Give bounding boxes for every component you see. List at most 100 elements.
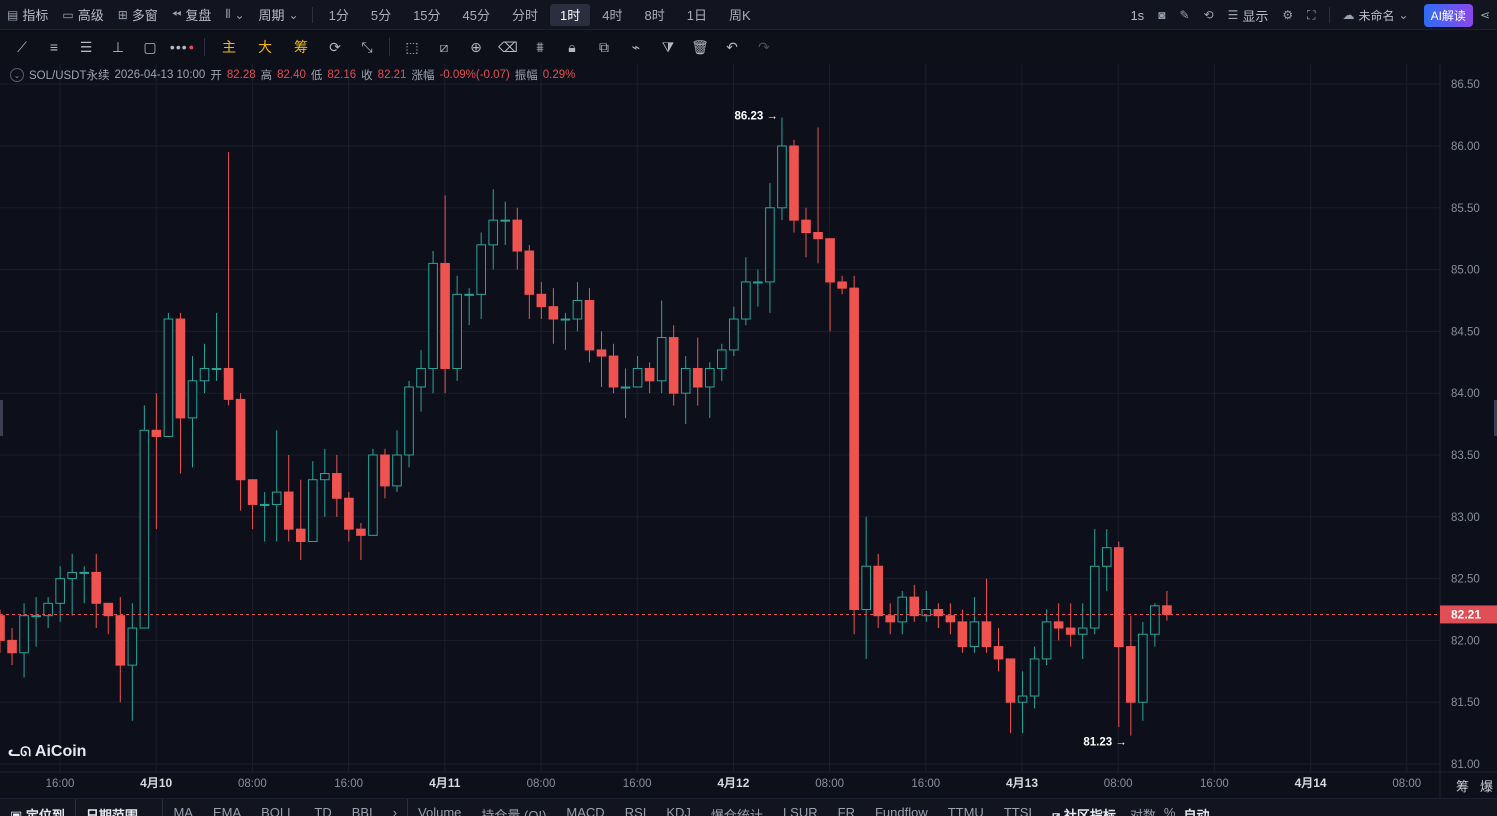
rectangle-icon[interactable]: ▢: [143, 38, 157, 55]
interval-tab[interactable]: 45分: [462, 8, 491, 23]
indicator-tab[interactable]: EMA: [212, 805, 242, 816]
undo-layout-icon[interactable]: ⟲: [1203, 8, 1214, 22]
interval-tab[interactable]: 8时: [644, 8, 665, 23]
display-button[interactable]: ☰ 显示: [1221, 4, 1276, 26]
main-chart-toggle[interactable]: 主: [222, 39, 236, 55]
indicator-tab[interactable]: BOLL: [261, 805, 295, 816]
filter-icon[interactable]: ⧩: [661, 38, 675, 55]
candle-body: [765, 207, 775, 283]
indicator-tab[interactable]: MA: [173, 805, 193, 816]
horizontal-line-icon[interactable]: ⊥: [111, 38, 125, 55]
ruler-icon[interactable]: ⧄: [439, 38, 449, 55]
community-indicators-button[interactable]: ⧄ 社区指标: [1042, 799, 1126, 816]
axis-corner-label[interactable]: 筹: [1456, 779, 1469, 795]
sync-icon[interactable]: ⟳: [329, 38, 341, 55]
candle-body: [704, 367, 715, 388]
candle-body: [440, 262, 450, 369]
topbar-item-candle-type[interactable]: ⫴ ⌄: [218, 4, 251, 26]
auto-scale-button[interactable]: 自动: [1183, 808, 1210, 816]
sub-indicator-tab[interactable]: Fundflow: [874, 805, 928, 816]
interval-tab[interactable]: 4时: [602, 8, 623, 23]
date-range-button[interactable]: 日期范围 ⌄: [76, 799, 163, 816]
topbar-item-indicator[interactable]: ▤ 指标: [0, 4, 55, 26]
candle-body: [7, 639, 17, 654]
refresh-speed-button[interactable]: 1s: [1123, 4, 1151, 26]
sub-indicator-tab[interactable]: RSI: [624, 805, 647, 816]
eraser-icon[interactable]: ⌫: [498, 38, 518, 55]
main-indicator-list: MA EMA BOLL TD BBI: [163, 799, 382, 816]
candle-body: [43, 602, 53, 617]
sub-indicator-tab[interactable]: 持仓量 (OI): [481, 808, 547, 816]
parallel-lines-icon[interactable]: ≡: [49, 39, 59, 55]
drawing-toolbar: ⟋ ≡ ☰ ⊥ ▢ ••• ● 主 大 筹 ⟳ ⤡ ⬚ ⧄ ⊕ ⌫ ⩩ 🔒︎ ⧉ …: [0, 30, 1497, 64]
candle-body: [55, 578, 65, 604]
redo-icon[interactable]: ↷: [758, 38, 770, 55]
undo-icon[interactable]: ↶: [726, 38, 738, 55]
candle-body: [500, 219, 511, 222]
indicator-tab[interactable]: BBI: [351, 805, 373, 816]
left-resize-handle[interactable]: [0, 400, 3, 436]
interval-tab[interactable]: 1时: [550, 3, 591, 26]
sub-indicator-tab[interactable]: 爆仓统计: [710, 808, 763, 816]
zoom-in-icon[interactable]: ⊕: [470, 38, 482, 55]
fullscreen-icon[interactable]: ⛶: [1307, 7, 1316, 22]
magnet-icon[interactable]: ⌁: [631, 38, 641, 55]
sub-indicator-tab[interactable]: TTMU: [947, 805, 984, 816]
sub-indicator-tab[interactable]: LSUR: [782, 805, 818, 816]
template-icon[interactable]: ⧉: [599, 38, 609, 55]
candle-body: [151, 429, 162, 437]
camera-icon[interactable]: ◙: [1158, 8, 1166, 22]
low-price-marker: 81.23 →: [1083, 737, 1126, 749]
collapse-icon[interactable]: ⌄: [10, 68, 24, 82]
settings-icon[interactable]: ⚙: [1282, 8, 1294, 22]
logo-text: AiCoin: [34, 743, 87, 760]
candle-body: [332, 473, 342, 499]
list-icon: ☰: [1227, 8, 1239, 22]
percent-scale-button[interactable]: %: [1163, 805, 1176, 816]
sub-indicator-tab[interactable]: MACD: [566, 805, 605, 816]
scroll-right-icon[interactable]: ›: [392, 805, 398, 816]
layout-dropdown[interactable]: ☁ 未命名 ⌄: [1336, 4, 1416, 26]
interval-tab[interactable]: 5分: [370, 8, 392, 23]
change-label: 涨幅: [411, 70, 435, 82]
period-dropdown[interactable]: 周期 ⌄: [252, 4, 306, 26]
fib-lines-icon[interactable]: ☰: [79, 38, 93, 55]
log-scale-button[interactable]: 对数: [1129, 808, 1156, 816]
magic-line-icon[interactable]: ⤡: [361, 38, 373, 55]
chips-toggle[interactable]: 筹: [294, 39, 308, 55]
candle-body: [729, 318, 739, 351]
sub-indicator-tab[interactable]: Volume: [418, 805, 462, 816]
ai-interpret-button[interactable]: AI解读: [1423, 3, 1473, 27]
candle-pattern-icon[interactable]: ⩩: [536, 38, 544, 55]
candlestick-chart-svg[interactable]: 86.50 86.00 85.50 85.00 84.50 84.00 83.50 83.00…: [0, 64, 1497, 798]
indicator-tab[interactable]: TD: [314, 805, 332, 816]
topbar-item-advanced[interactable]: ▭ 高级: [55, 4, 110, 26]
interval-tab[interactable]: 1分: [328, 8, 349, 23]
sub-indicator-tab[interactable]: TTSI: [1003, 805, 1032, 816]
trash-icon[interactable]: 🗑︎: [691, 38, 709, 55]
right-resize-handle[interactable]: [1494, 400, 1497, 436]
current-price-tag: [1440, 605, 1497, 624]
topbar-item-multi-window[interactable]: ⊞ 多窗: [111, 4, 165, 26]
candle-body: [368, 454, 378, 536]
big-orders-toggle[interactable]: 大: [258, 39, 272, 55]
interval-tab[interactable]: 分时: [512, 8, 539, 23]
interval-tab[interactable]: 15分: [413, 8, 441, 23]
sub-indicator-tab[interactable]: KDJ: [666, 805, 691, 816]
low-value: 82.16: [327, 69, 357, 81]
price-chart[interactable]: 86.50 86.00 85.50 85.00 84.50 84.00 83.50 83.00…: [0, 64, 1497, 798]
more-tools-icon[interactable]: ••• ●: [169, 39, 195, 55]
topbar-item-replay[interactable]: ⏪︎ 复盘: [165, 4, 219, 26]
lock-icon[interactable]: 🔒︎: [568, 38, 576, 55]
divider: [1328, 7, 1330, 23]
sub-indicator-tab[interactable]: FR: [837, 805, 855, 816]
select-icon[interactable]: ⬚: [405, 38, 419, 55]
interval-tab[interactable]: 周K: [728, 8, 751, 23]
locate-button[interactable]: ▣ 定位到: [0, 799, 75, 816]
candle-body: [1126, 646, 1136, 703]
share-icon[interactable]: ⋖: [1479, 8, 1490, 22]
interval-tab[interactable]: 1日: [686, 8, 707, 23]
edit-icon[interactable]: ✎: [1179, 8, 1190, 22]
trend-line-icon[interactable]: ⟋: [17, 38, 27, 55]
axis-corner-label[interactable]: 爆: [1480, 780, 1493, 795]
